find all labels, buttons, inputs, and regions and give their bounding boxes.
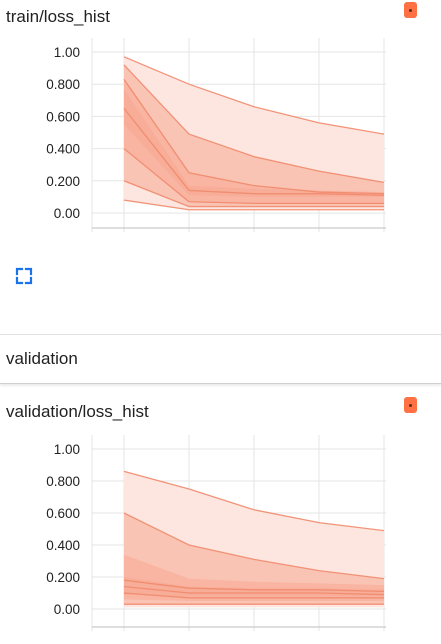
validation-loss-chart: 1.00 0.800 0.600 0.400 0.200 0.00 [46,435,386,631]
y-tick-label: 0.600 [46,506,80,521]
series-line [123,180,384,208]
y-tick-label: 0.800 [46,474,80,489]
percentile-band [124,577,384,597]
y-tick-label: 0.400 [46,538,80,553]
y-tick-label: 0.800 [46,77,80,92]
y-tick-label: 0.00 [54,206,80,221]
train-loss-chart: 1.00 0.800 0.600 0.400 0.200 0.00 [46,38,386,232]
y-tick-label: 1.00 [54,45,80,60]
validation-section-header-bar[interactable] [0,334,441,384]
series-line [123,148,384,204]
series-line [123,470,385,532]
validation-chart-title: validation/loss_hist [6,402,149,421]
series-line [123,592,384,599]
series-line [123,64,385,184]
y-tick-label: 0.400 [46,142,80,157]
fullscreen-icon[interactable] [15,267,33,285]
validation-chart-menu-icon[interactable] [404,397,417,413]
y-tick-label: 0.200 [46,174,80,189]
train-chart-menu-icon[interactable] [404,2,417,18]
y-tick-label: 0.00 [54,602,80,617]
series-line [123,199,384,211]
series-line [123,78,385,195]
series-line [123,512,385,580]
series-line [123,585,385,596]
validation-section-title: validation [6,349,78,368]
series-line [123,56,385,135]
y-tick-label: 0.200 [46,570,80,585]
percentile-band [124,64,384,207]
series-line [123,107,385,196]
y-tick-label: 1.00 [54,442,80,457]
y-tick-label: 0.600 [46,109,80,124]
series-line [123,579,385,593]
train-chart-title: train/loss_hist [6,7,110,26]
